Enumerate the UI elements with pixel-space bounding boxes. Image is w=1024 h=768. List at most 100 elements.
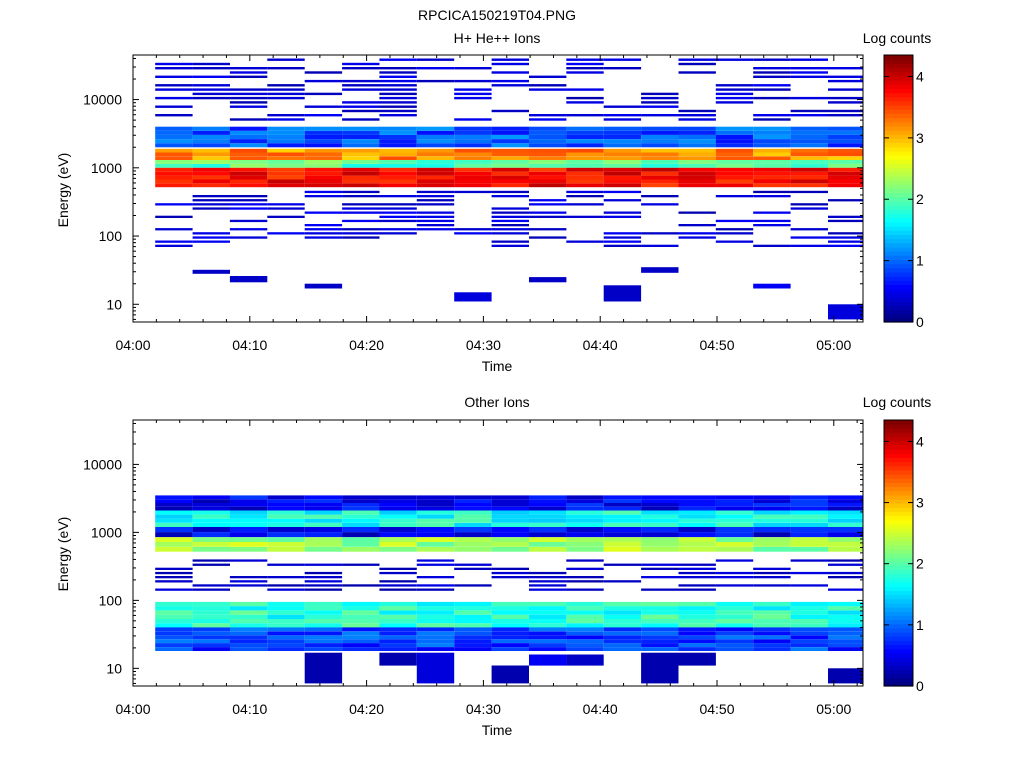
heatmap-cell — [678, 571, 716, 575]
heatmap-cell — [454, 167, 492, 172]
heatmap-cell — [454, 643, 492, 647]
heatmap-cell — [529, 148, 567, 153]
heatmap-cell — [454, 232, 492, 235]
heatmap-cell — [379, 639, 417, 644]
heatmap-cell — [715, 152, 754, 157]
heatmap-cell — [566, 614, 604, 619]
heatmap-cell — [641, 143, 679, 148]
heatmap-cell — [790, 647, 828, 651]
heatmap-cell — [491, 109, 529, 113]
heatmap-cell — [828, 88, 863, 91]
heatmap-cell — [342, 546, 380, 552]
heatmap-cell — [529, 576, 567, 579]
heatmap-cell — [753, 506, 791, 511]
heatmap-cell — [267, 203, 305, 206]
heatmap-cell — [192, 546, 230, 552]
heatmap-cell — [566, 499, 604, 503]
heatmap-cell — [229, 148, 268, 153]
heatmap-cell — [828, 160, 863, 164]
heatmap-cell — [155, 228, 193, 231]
colorbar-segment — [884, 607, 913, 612]
heatmap-cell — [379, 152, 417, 157]
heatmap-cell — [603, 244, 642, 247]
heatmap-cell — [603, 580, 642, 583]
heatmap-cell — [529, 527, 567, 533]
heatmap-cell — [192, 631, 230, 636]
heatmap-cell — [454, 542, 492, 547]
heatmap-cell — [379, 67, 417, 70]
heatmap-cell — [267, 160, 305, 164]
heatmap-cell — [379, 623, 417, 628]
heatmap-cell — [304, 580, 343, 583]
heatmap-cell — [491, 601, 529, 607]
heatmap-cell — [416, 510, 455, 515]
heatmap-cell — [416, 559, 455, 562]
heatmap-cell — [342, 190, 380, 194]
heatmap-cell — [416, 518, 455, 523]
heatmap-cell — [641, 148, 679, 153]
heatmap-cell — [304, 114, 343, 117]
heatmap-cell — [379, 232, 417, 235]
heatmap-cell — [229, 236, 268, 239]
heatmap-cell — [603, 67, 642, 70]
heatmap-cell — [641, 537, 679, 542]
heatmap-cell — [155, 215, 193, 218]
heatmap-cell — [267, 618, 305, 624]
heatmap-cell — [342, 236, 380, 239]
heatmap-cell — [229, 506, 268, 511]
heatmap-cell — [229, 195, 268, 198]
heatmap-cell — [790, 75, 828, 78]
heatmap-cell — [155, 532, 193, 538]
heatmap-cell — [229, 618, 268, 624]
heatmap-cell — [753, 118, 791, 121]
colorbar-segment — [884, 213, 913, 219]
colorbar: 0 1 2 3 4 — [883, 419, 924, 694]
heatmap-cell — [828, 601, 863, 607]
heatmap-cell — [491, 62, 529, 66]
heatmap-cell — [304, 606, 343, 611]
heatmap-cell — [192, 240, 230, 243]
heatmap-cell — [828, 134, 863, 139]
colorbar-segment — [884, 121, 913, 127]
colorbar-segment — [884, 619, 913, 625]
heatmap-cell — [828, 559, 863, 562]
heatmap-cell — [678, 576, 716, 579]
heatmap-cell — [192, 542, 230, 547]
heatmap-cell — [715, 179, 754, 184]
heatmap-cell — [641, 139, 679, 144]
heatmap-cell — [267, 232, 305, 235]
heatmap-cell — [678, 647, 716, 651]
heatmap-cell — [155, 623, 193, 628]
heatmap-cell — [603, 601, 642, 607]
heatmap-cell — [641, 244, 679, 247]
colorbar-segment — [884, 63, 913, 69]
y-tick-label: 1000 — [91, 524, 122, 540]
heatmap-cell — [229, 502, 268, 507]
heatmap-cell — [641, 576, 679, 579]
panel-other-ions: Other Ions Time Energy (eV) Log counts 0… — [55, 394, 931, 738]
heatmap-cell — [828, 171, 863, 176]
y-tick-label: 1000 — [91, 160, 122, 176]
heatmap-cell — [828, 618, 863, 624]
heatmap-cell — [828, 514, 863, 519]
heatmap-cell — [678, 171, 716, 176]
heatmap-cell — [678, 601, 716, 607]
colorbar-segment — [884, 469, 913, 475]
heatmap-cell — [416, 179, 455, 184]
heatmap-cell — [753, 244, 791, 247]
heatmap-cell — [828, 75, 863, 78]
y-tick-label: 100 — [99, 228, 123, 244]
heatmap-cell — [715, 495, 754, 500]
colorbar-segment — [884, 420, 913, 425]
heatmap-cell — [342, 601, 380, 607]
heatmap-cell — [566, 148, 604, 153]
heatmap-cell — [229, 643, 268, 647]
heatmap-cell — [304, 171, 343, 176]
heatmap-cell — [641, 506, 679, 511]
heatmap-cell — [342, 101, 380, 104]
heatmap-cell — [641, 563, 679, 566]
heatmap-cell — [566, 126, 604, 131]
heatmap-cell — [566, 143, 604, 148]
heatmap-cell — [828, 236, 863, 239]
heatmap-cell — [192, 635, 230, 640]
